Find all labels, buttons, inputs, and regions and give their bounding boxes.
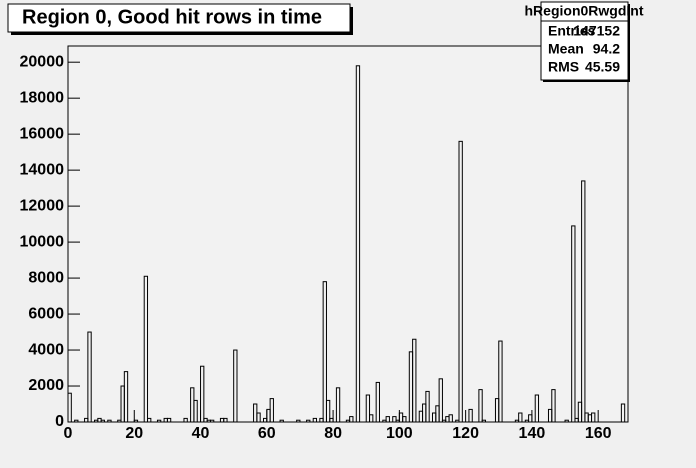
bar [412,338,417,423]
bar [233,349,238,423]
bar [193,399,198,423]
bar [200,365,205,423]
bar [312,417,318,423]
x-tick-label: 60 [258,425,276,442]
x-tick-label: 160 [585,425,612,442]
chart-title: Region 0, Good hit rows in time [22,6,322,28]
stats-box [540,1,629,81]
bar [478,389,483,423]
y-tick-label: 6000 [28,305,64,322]
y-tick-label: 2000 [28,377,64,394]
y-tick-label: 8000 [28,269,64,286]
bar [591,412,596,423]
bar [458,140,463,423]
bar [355,65,361,423]
bar [223,417,228,423]
bar [147,417,152,423]
bar [375,381,380,423]
bar [392,416,397,423]
bar [438,378,443,423]
y-tick-label: 12000 [20,197,65,214]
bar [498,340,503,423]
x-tick-label: 0 [64,425,73,442]
y-tick-label: 10000 [20,233,65,250]
bar [369,414,374,423]
bar [620,403,626,423]
bar [481,419,487,423]
bar [123,371,129,423]
bar [100,419,105,423]
x-tick-label: 120 [452,425,479,442]
x-tick-label: 100 [386,425,413,442]
x-tick-label: 40 [192,425,210,442]
bar [425,390,430,423]
bar [322,281,327,423]
stats-value: 147152 [573,23,620,39]
bar [143,275,149,423]
bar [335,387,341,423]
stats-value: 45.59 [585,59,620,75]
bar [183,417,188,423]
bar [518,412,523,423]
bar [385,416,390,423]
stats-label: Mean [548,41,584,57]
x-tick-label: 140 [519,425,546,442]
bar [448,414,453,423]
frame [67,45,629,423]
y-tick-label: 0 [55,413,64,430]
bar [571,225,576,423]
x-tick-label: 80 [324,425,342,442]
y-tick-label: 14000 [20,161,65,178]
bar [564,419,569,423]
bar [325,399,331,423]
bar [306,419,311,423]
bar [349,416,354,423]
bar [581,180,586,423]
bar [296,419,301,423]
y-tick-label: 16000 [20,125,65,142]
title-box [7,3,351,33]
stats-value: 94.2 [593,41,620,57]
stats-title: hRegion0RwgdInt [525,3,644,19]
bar [551,389,556,423]
y-tick-label: 18000 [20,89,65,106]
bar [87,331,92,423]
stats-label: Entries [548,23,596,39]
bar [209,419,215,423]
bar [365,394,371,423]
bar [269,398,274,423]
bar [279,419,284,423]
y-tick-label: 4000 [28,341,64,358]
x-tick-label: 20 [125,425,143,442]
bar [156,419,162,423]
bar [107,419,112,423]
bar [468,408,473,423]
bar [166,417,172,423]
stats-label: RMS [548,59,579,75]
bar [402,416,407,423]
marks [67,65,626,423]
bar [534,394,540,423]
y-tick-label: 20000 [20,53,65,70]
bar [256,412,261,423]
